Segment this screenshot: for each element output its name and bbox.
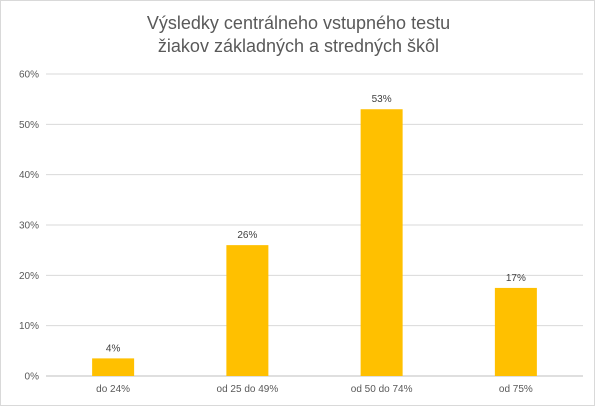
x-tick-label: od 50 do 74% xyxy=(351,384,413,395)
data-label: 26% xyxy=(237,230,257,241)
x-tick-label: od 25 do 49% xyxy=(217,384,279,395)
chart-title-line-1: Výsledky centrálneho vstupného testu xyxy=(146,13,451,33)
y-tick-label: 20% xyxy=(19,271,39,282)
y-tick-label: 40% xyxy=(19,170,39,181)
y-tick-label: 50% xyxy=(19,120,39,131)
chart-title-line-2: žiakov základných a stredných škôl xyxy=(157,36,440,56)
x-tick-label: do 24% xyxy=(96,384,130,395)
y-tick-label: 10% xyxy=(19,321,39,332)
data-label: 4% xyxy=(106,343,121,354)
y-tick-label: 0% xyxy=(25,372,40,383)
bar xyxy=(494,287,537,376)
data-label: 53% xyxy=(372,94,392,105)
y-tick-label: 30% xyxy=(19,221,39,232)
x-tick-label: od 75% xyxy=(499,384,533,395)
bar xyxy=(226,245,269,376)
data-label: 17% xyxy=(506,273,526,284)
bar xyxy=(92,358,135,376)
y-tick-label: 60% xyxy=(19,70,39,81)
bar xyxy=(360,109,403,376)
